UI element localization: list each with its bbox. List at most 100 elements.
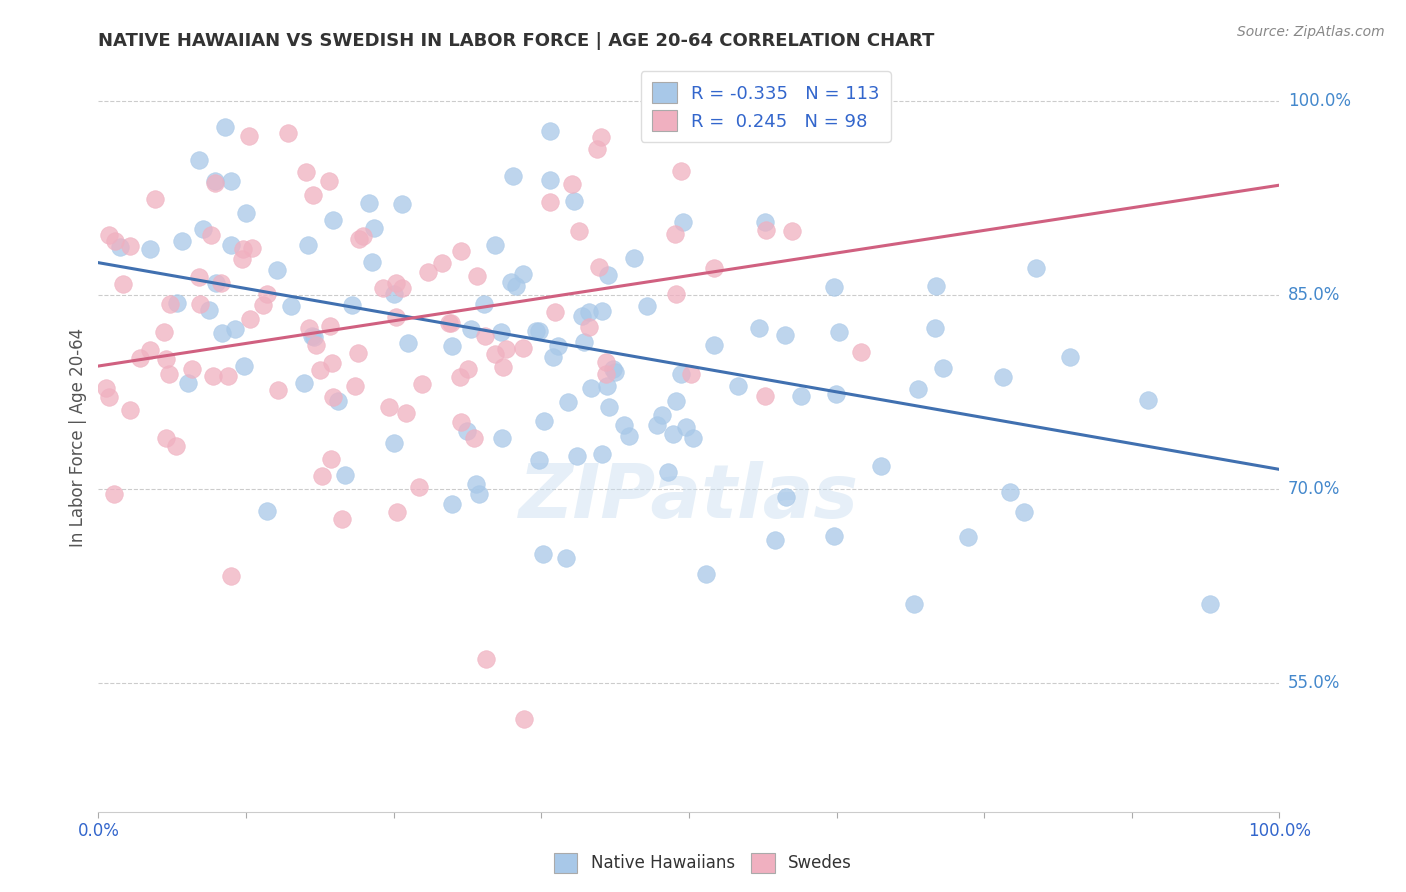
Point: [214, 120, 236, 134]
Point: [703, 261, 725, 276]
Point: [311, 469, 333, 483]
Point: [527, 324, 550, 338]
Point: [828, 325, 851, 339]
Point: [502, 169, 524, 184]
Point: [932, 360, 955, 375]
Point: [763, 533, 786, 547]
Point: [221, 569, 243, 583]
Point: [302, 330, 325, 344]
Point: [450, 416, 472, 430]
Point: [672, 215, 695, 229]
Text: Source: ZipAtlas.com: Source: ZipAtlas.com: [1237, 25, 1385, 39]
Point: [352, 229, 374, 244]
Point: [773, 327, 796, 342]
Point: [155, 431, 177, 445]
Point: [491, 360, 513, 375]
Point: [357, 195, 380, 210]
Point: [385, 276, 408, 290]
Y-axis label: In Labor Force | Age 20-64: In Labor Force | Age 20-64: [69, 327, 87, 547]
Point: [297, 238, 319, 252]
Point: [385, 505, 408, 519]
Point: [623, 251, 645, 265]
Point: [561, 177, 583, 191]
Point: [233, 359, 256, 373]
Point: [578, 319, 600, 334]
Point: [790, 389, 813, 403]
Point: [344, 379, 367, 393]
Point: [748, 321, 770, 335]
Point: [512, 267, 534, 281]
Point: [571, 309, 593, 323]
Point: [166, 296, 188, 310]
Point: [193, 221, 215, 235]
Point: [139, 242, 162, 256]
Point: [1000, 484, 1022, 499]
Legend: Native Hawaiians, Swedes: Native Hawaiians, Swedes: [547, 847, 859, 880]
Point: [703, 338, 725, 352]
Point: [613, 417, 636, 432]
Point: [924, 321, 946, 335]
Point: [219, 174, 242, 188]
Point: [956, 530, 979, 544]
Point: [645, 417, 668, 432]
Point: [177, 376, 200, 390]
Point: [754, 389, 776, 403]
Point: [321, 356, 343, 370]
Point: [267, 383, 290, 397]
Text: 55.0%: 55.0%: [1288, 673, 1340, 691]
Point: [780, 224, 803, 238]
Point: [574, 335, 596, 350]
Point: [333, 468, 356, 483]
Point: [209, 277, 232, 291]
Point: [554, 551, 576, 566]
Point: [605, 365, 627, 379]
Point: [322, 212, 344, 227]
Point: [297, 321, 319, 335]
Point: [318, 173, 340, 187]
Point: [527, 452, 550, 467]
Point: [418, 265, 440, 279]
Point: [437, 316, 460, 330]
Point: [588, 260, 610, 274]
Point: [252, 298, 274, 312]
Point: [450, 244, 472, 259]
Point: [664, 227, 686, 242]
Point: [204, 176, 226, 190]
Point: [391, 197, 413, 211]
Point: [578, 305, 600, 319]
Point: [301, 188, 323, 202]
Point: [869, 458, 891, 473]
Point: [679, 367, 702, 381]
Point: [159, 297, 181, 311]
Point: [432, 256, 454, 270]
Point: [319, 318, 342, 333]
Point: [619, 429, 641, 443]
Point: [373, 281, 395, 295]
Text: 70.0%: 70.0%: [1288, 480, 1340, 498]
Point: [280, 299, 302, 313]
Point: [411, 377, 433, 392]
Point: [172, 234, 194, 248]
Point: [235, 206, 257, 220]
Point: [557, 395, 579, 409]
Point: [155, 351, 177, 366]
Point: [636, 299, 658, 313]
Point: [104, 234, 127, 248]
Point: [568, 224, 591, 238]
Point: [396, 335, 419, 350]
Point: [440, 497, 463, 511]
Point: [531, 547, 554, 561]
Point: [547, 339, 569, 353]
Point: [346, 346, 368, 360]
Point: [219, 238, 242, 252]
Point: [382, 436, 405, 450]
Point: [97, 390, 120, 404]
Point: [664, 394, 686, 409]
Point: [499, 276, 522, 290]
Point: [1199, 598, 1222, 612]
Point: [157, 368, 180, 382]
Legend: R = -0.335   N = 113, R =  0.245   N = 98: R = -0.335 N = 113, R = 0.245 N = 98: [641, 71, 890, 142]
Point: [1137, 392, 1160, 407]
Point: [153, 325, 176, 339]
Point: [468, 487, 491, 501]
